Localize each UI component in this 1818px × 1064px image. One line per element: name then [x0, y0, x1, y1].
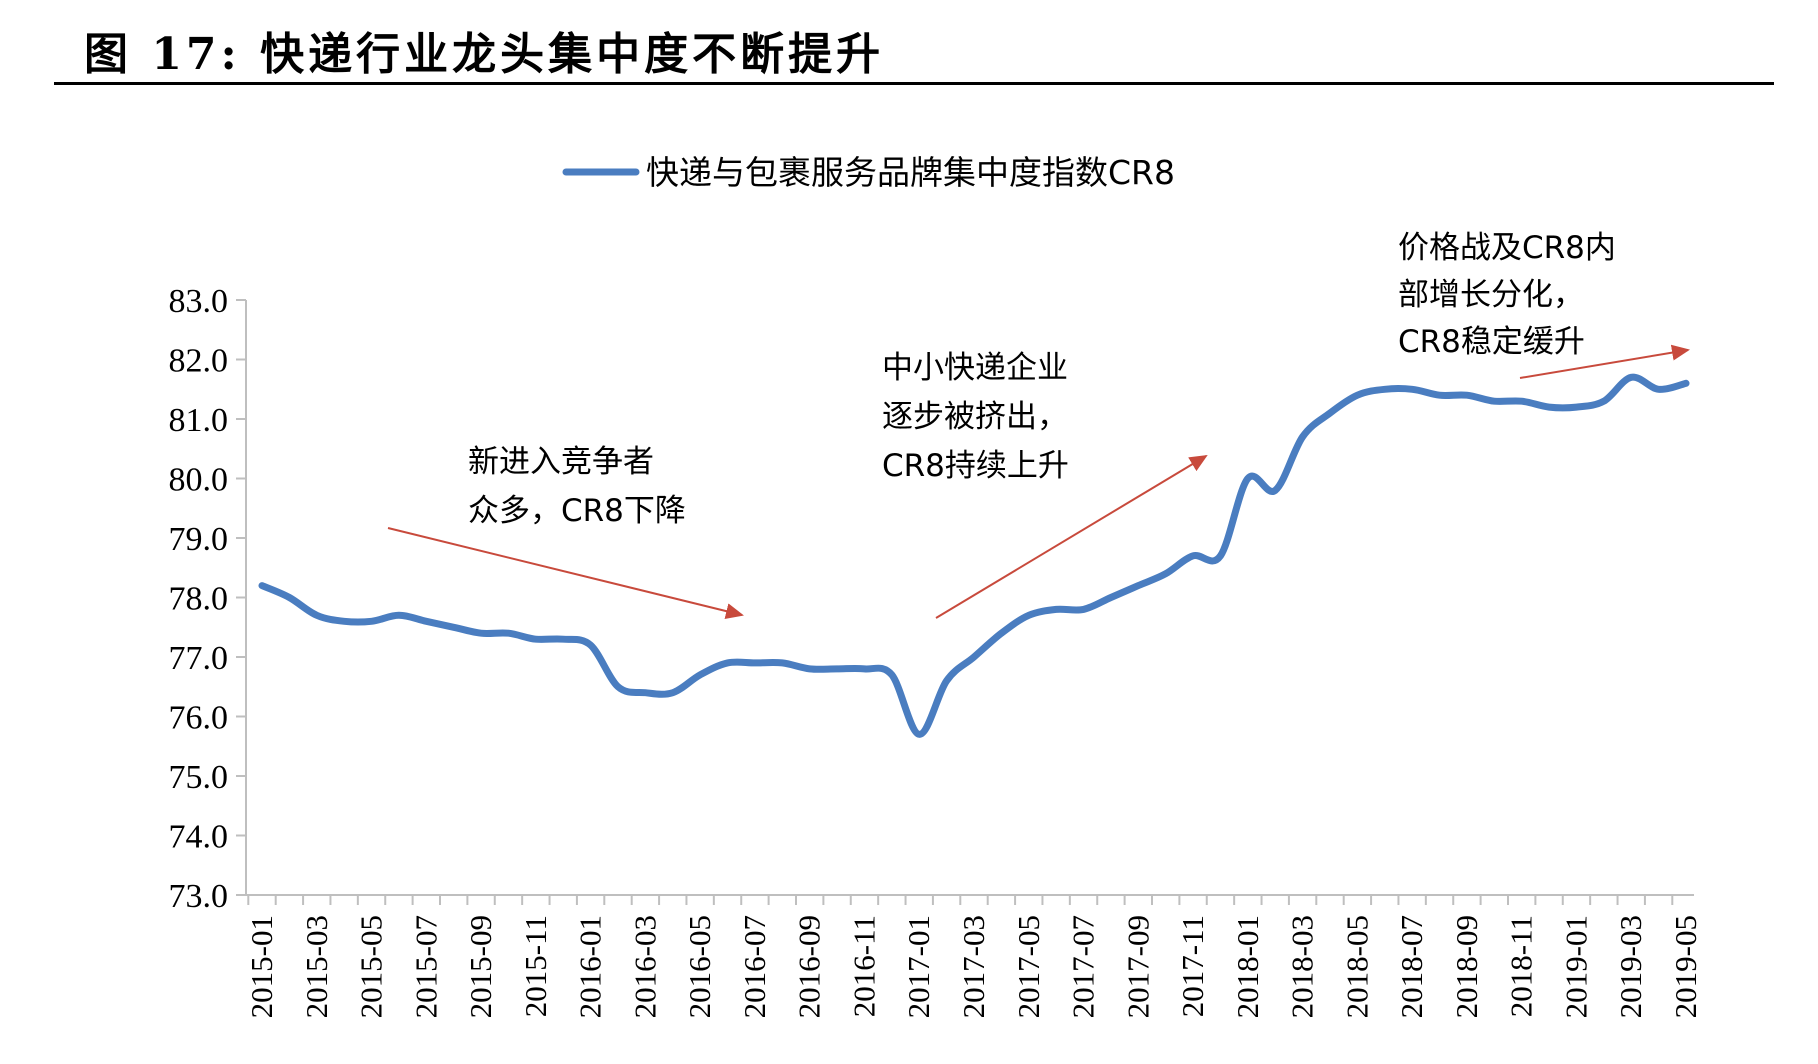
x-tick-label: 2018-05: [1339, 915, 1374, 1018]
annotation-1-line-1: 新进入竞争者: [468, 444, 654, 480]
x-axis-ticks: 2015-01 2015-03 2015-05 2015-07 2015-09 2015-…: [244, 895, 1703, 1018]
y-tick-label: 75.0: [169, 759, 229, 796]
annotation-3-line-1: 价格战及CR8内: [1398, 230, 1616, 266]
x-tick-label: 2016-03: [627, 915, 662, 1018]
x-tick-label: 2018-11: [1504, 915, 1539, 1017]
x-tick-label: 2015-01: [244, 915, 279, 1018]
x-tick-label: 2015-07: [408, 915, 443, 1018]
title-divider: [54, 82, 1774, 85]
x-tick-label: 2016-01: [573, 915, 608, 1018]
annotation-2-arrow: [935, 454, 1208, 619]
x-tick-label: 2015-03: [299, 915, 334, 1018]
y-tick-label: 82.0: [169, 343, 229, 380]
y-tick-label: 74.0: [169, 819, 229, 856]
x-tick-label: 2015-09: [463, 915, 498, 1018]
x-tick-label: 2018-07: [1394, 915, 1429, 1018]
x-tick-label: 2016-05: [682, 915, 717, 1018]
x-tick-label: 2016-11: [846, 915, 881, 1017]
x-tick-label: 2018-03: [1285, 915, 1320, 1018]
x-tick-label: 2019-05: [1668, 915, 1703, 1018]
y-tick-label: 73.0: [169, 878, 229, 915]
figure-title: 图 17: 快递行业龙头集中度不断提升: [84, 29, 885, 80]
y-tick-label: 80.0: [169, 462, 229, 499]
annotation-3-arrow: [1519, 344, 1690, 379]
x-tick-label: 2017-11: [1175, 915, 1210, 1017]
x-tick-label: 2017-09: [1120, 915, 1155, 1018]
x-tick-label: 2016-07: [737, 915, 772, 1018]
x-tick-label: 2019-01: [1558, 915, 1593, 1018]
annotation-2-line-3: CR8持续上升: [882, 448, 1069, 484]
y-tick-label: 78.0: [169, 581, 229, 618]
annotation-1-line-2: 众多，CR8下降: [468, 493, 686, 529]
y-tick-label: 83.0: [169, 283, 229, 320]
x-tick-label: 2017-07: [1066, 915, 1101, 1018]
x-tick-label: 2018-09: [1449, 915, 1484, 1018]
x-tick-label: 2017-03: [956, 915, 991, 1018]
annotation-2-line-2: 逐步被挤出，: [882, 399, 1068, 435]
series-layer: [258, 373, 1690, 738]
x-tick-label: 2017-05: [1011, 915, 1046, 1018]
series-line-0: [258, 373, 1690, 738]
x-tick-label: 2016-09: [792, 915, 827, 1018]
annotation-3-line-2: 部增长分化，: [1398, 277, 1584, 313]
y-tick-label: 81.0: [169, 402, 229, 439]
x-tick-label: 2018-01: [1230, 915, 1265, 1018]
legend: 快递与包裹服务品牌集中度指数CR8: [562, 153, 1175, 192]
x-tick-label: 2015-11: [518, 915, 553, 1017]
x-tick-label: 2017-01: [901, 915, 936, 1018]
annotation-1-arrow: [387, 527, 744, 619]
legend-label: 快递与包裹服务品牌集中度指数CR8: [646, 153, 1175, 192]
annotation-2-line-1: 中小快递企业: [882, 350, 1068, 386]
y-tick-label: 76.0: [169, 700, 229, 737]
y-axis-ticks: 83.0 82.0 81.0 80.0 79.0 78.0 77.0 76.0 75.0 74.0…: [169, 283, 246, 915]
annotation-3-line-3: CR8稳定缓升: [1398, 324, 1585, 360]
y-tick-label: 77.0: [169, 640, 229, 677]
y-tick-label: 79.0: [169, 521, 229, 558]
annotations: 新进入竞争者 众多，CR8下降 中小快递企业 逐步被挤出， CR8持续上升 价格…: [387, 230, 1690, 619]
x-tick-label: 2015-05: [354, 915, 389, 1018]
x-tick-label: 2019-03: [1613, 915, 1648, 1018]
